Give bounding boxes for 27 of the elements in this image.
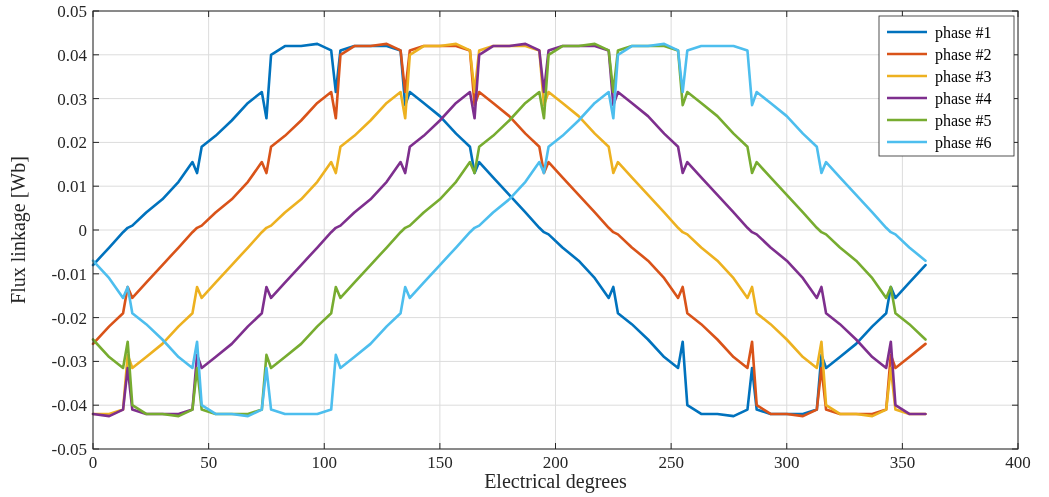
x-tick-label: 200 bbox=[542, 453, 569, 472]
legend-label: phase #1 bbox=[935, 23, 992, 42]
x-tick-label: 300 bbox=[774, 453, 800, 472]
x-tick-label: 100 bbox=[311, 453, 337, 472]
y-tick-label: -0.02 bbox=[51, 308, 87, 328]
legend-label: phase #5 bbox=[935, 111, 992, 130]
y-tick-label: -0.03 bbox=[51, 352, 87, 372]
legend-label: phase #4 bbox=[935, 89, 992, 108]
legend-label: phase #6 bbox=[935, 133, 992, 152]
x-tick-label: 50 bbox=[200, 453, 218, 472]
y-tick-label: -0.05 bbox=[51, 439, 87, 459]
x-tick-label: 150 bbox=[427, 453, 453, 472]
y-tick-label: 0.04 bbox=[57, 45, 88, 65]
y-tick-label: -0.01 bbox=[51, 264, 87, 284]
y-tick-label: 0.01 bbox=[57, 177, 87, 197]
x-tick-label: 400 bbox=[1005, 453, 1031, 472]
x-tick-label: 350 bbox=[889, 453, 916, 472]
y-tick-label: 0.03 bbox=[57, 89, 87, 109]
y-axis-title: Flux linkage [Wb] bbox=[7, 156, 30, 304]
legend-label: phase #2 bbox=[935, 45, 992, 64]
x-axis-title: Electrical degrees bbox=[484, 470, 628, 493]
legend-label: phase #3 bbox=[935, 67, 992, 86]
y-tick-label: 0 bbox=[78, 220, 87, 240]
x-tick-label: 250 bbox=[658, 453, 684, 472]
y-tick-label: 0.05 bbox=[57, 1, 87, 21]
y-tick-label: 0.02 bbox=[57, 133, 87, 153]
y-tick-label: -0.04 bbox=[51, 396, 88, 416]
